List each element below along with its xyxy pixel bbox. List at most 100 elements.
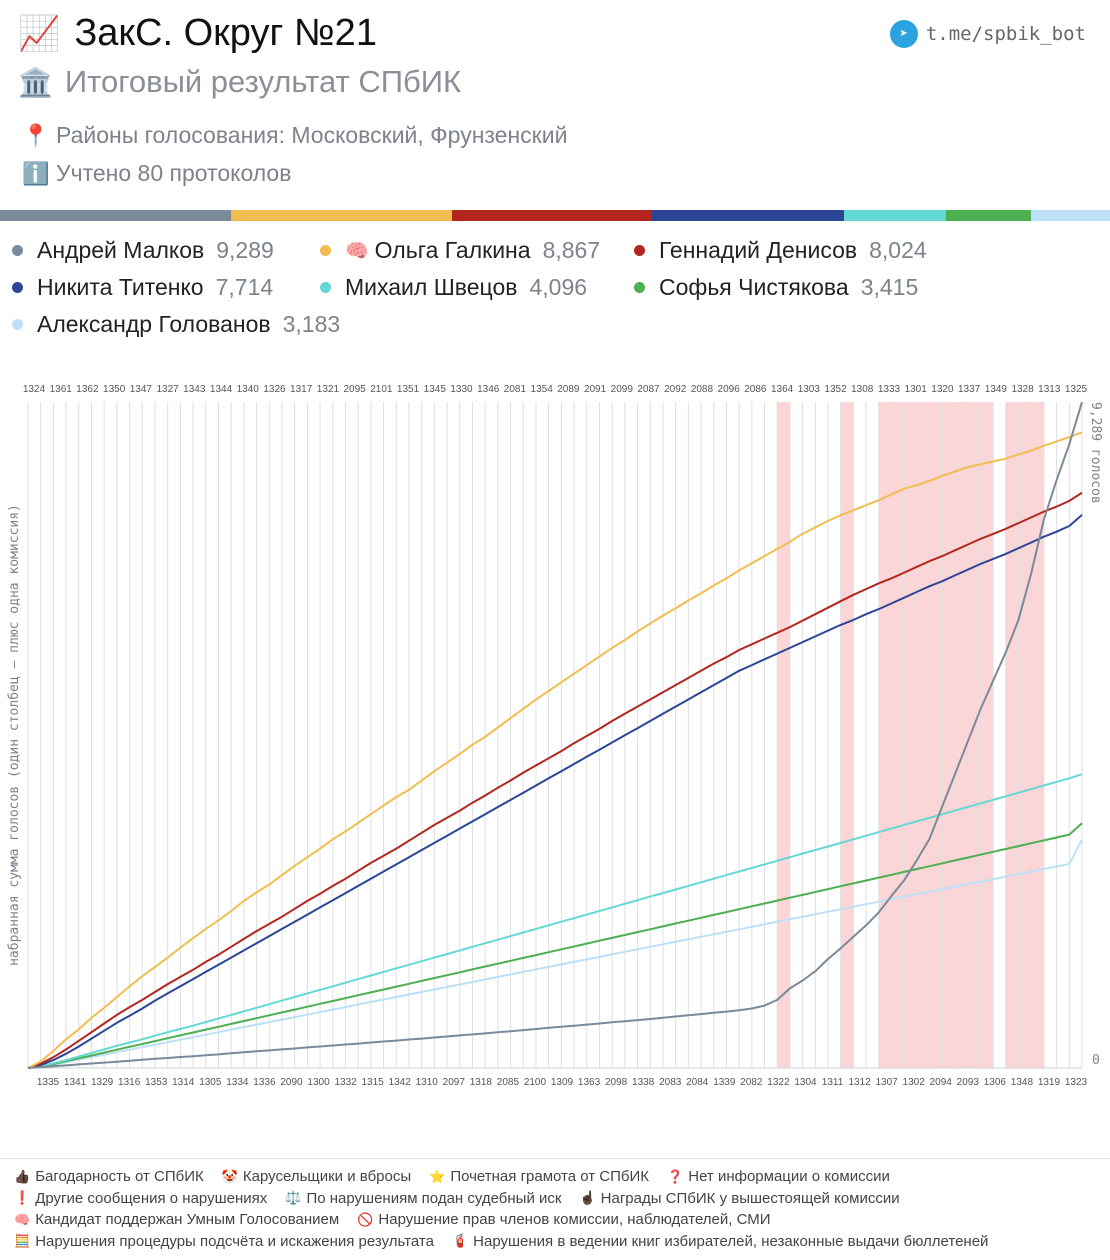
bottom-tick-label: 2097 (443, 1077, 466, 1088)
top-tick-label: 1301 (905, 384, 928, 395)
star-icon: ⭐ (429, 1168, 446, 1184)
legend-dot (12, 245, 23, 256)
series-line (27, 491, 1083, 1069)
telegram-link[interactable]: ➤ t.me/spbik_bot (889, 20, 1086, 48)
legend-votes: 8,867 (542, 237, 601, 263)
bottom-tick-label: 1323 (1065, 1077, 1088, 1088)
legend-dot (12, 282, 23, 293)
page-subtitle-text: Итоговый результат СПбИК (64, 64, 462, 99)
bottom-tick-label: 1305 (199, 1077, 222, 1088)
bottom-tick-label: 2082 (740, 1077, 763, 1088)
bottom-tick-label: 1332 (334, 1077, 357, 1088)
legend-row: Андрей Малков 9,289 🧠 Ольга Галкина 8,867 Ген… (12, 232, 1102, 269)
protocols-line: ℹ️ Учтено 80 протоколов (22, 160, 291, 187)
balance-scale-icon: ⚖️ (285, 1190, 302, 1206)
legend-item: Андрей Малков 9,289 (12, 237, 274, 264)
bottom-tick-label: 1338 (632, 1077, 655, 1088)
bottom-tick-label: 2083 (659, 1077, 682, 1088)
vote-share-segment (1030, 210, 1110, 221)
marker-legend-row: 🧮 Нарушения процедуры подсчёта и искажени… (14, 1231, 1104, 1253)
top-tick-label: 2089 (557, 384, 580, 395)
marker-legend-text: Другие сообщения о нарушениях (35, 1189, 268, 1207)
top-tick-label: 1350 (103, 384, 126, 395)
districts-text: Районы голосования: Московский, Фрунзенс… (56, 122, 568, 148)
marker-legend-text: Почетная грамота от СПбИК (450, 1168, 650, 1186)
vote-share-segment (651, 210, 844, 221)
marker-legend-row: ❗ Другие сообщения о нарушениях ⚖️ По наруш… (14, 1188, 1104, 1210)
highlighted-column (1018, 402, 1032, 1068)
highlighted-column (916, 402, 930, 1068)
legend-name: Софья Чистякова (659, 274, 849, 300)
page-title: 📈 ЗакС. Округ №21 (18, 12, 377, 55)
legend-dot (12, 319, 23, 330)
bottom-tick-label: 1316 (118, 1077, 141, 1088)
top-tick-label: 1345 (424, 384, 447, 395)
bottom-tick-label: 1304 (794, 1077, 817, 1088)
legend-name: Никита Титенко (37, 274, 204, 300)
top-tick-label: 2087 (637, 384, 660, 395)
bottom-tick-label: 1315 (362, 1077, 385, 1088)
legend-name: Александр Голованов (37, 311, 271, 337)
marker-legend-item: 🧮 Нарушения процедуры подсчёта и искажени… (14, 1233, 434, 1250)
legend-item: Михаил Швецов 4,096 (320, 274, 587, 301)
legend-votes: 8,024 (869, 237, 927, 263)
bottom-tick-label: 2085 (497, 1077, 520, 1088)
marker-legend-text: Нарушения процедуры подсчёта и искажения… (35, 1232, 434, 1250)
legend-votes: 9,289 (216, 237, 274, 263)
bottom-tick-label: 1348 (1011, 1077, 1034, 1088)
top-tick-label: 2081 (504, 384, 527, 395)
top-tick-label: 1324 (23, 384, 46, 395)
top-tick-label: 1326 (263, 384, 286, 395)
top-tick-label: 1337 (958, 384, 981, 395)
abacus-icon: 🧮 (14, 1233, 31, 1249)
top-tick-label: 2096 (718, 384, 741, 395)
telegram-link-text: t.me/spbik_bot (925, 23, 1086, 45)
series-line (27, 401, 1083, 1069)
highlighted-column (955, 402, 968, 1068)
bottom-tick-label: 1318 (470, 1077, 493, 1088)
bottom-tick-label: 1306 (984, 1077, 1007, 1088)
marker-legend-text: Карусельщики и вбросы (242, 1168, 412, 1186)
highlighted-column (840, 402, 854, 1068)
bottom-tick-label: 1312 (848, 1077, 871, 1088)
top-tick-label: 2086 (744, 384, 767, 395)
highlighted-column (929, 402, 943, 1068)
top-tick-label: 2091 (584, 384, 607, 395)
bottom-tick-label: 1342 (389, 1077, 412, 1088)
y-min-label: 0 (1092, 1053, 1100, 1068)
marker-legend-text: По нарушениям подан судебный иск (306, 1189, 562, 1207)
bottom-tick-label: 1353 (145, 1077, 168, 1088)
exclamation-mark-icon: ❗ (14, 1190, 31, 1206)
legend-row: Никита Титенко 7,714 Михаил Швецов 4,096 Соф… (12, 269, 1102, 306)
vote-share-segment (451, 210, 652, 221)
legend-votes: 4,096 (529, 274, 588, 300)
highlighted-column (777, 402, 790, 1068)
highlighted-column (891, 402, 905, 1068)
information-icon: ℹ️ (22, 160, 50, 186)
marker-legend-text: Нарушение прав членов комиссии, наблюдат… (378, 1211, 771, 1229)
legend-votes: 3,183 (282, 311, 341, 337)
highlighted-column (980, 402, 994, 1068)
page-title-text: ЗакС. Округ №21 (74, 12, 377, 54)
bottom-tick-label: 1314 (172, 1077, 195, 1088)
marker-legend-item: ❗ Другие сообщения о нарушениях (14, 1190, 267, 1207)
legend-item: Геннадий Денисов 8,024 (634, 237, 927, 264)
top-tick-label: 1361 (50, 384, 73, 395)
bottom-tick-label: 2093 (957, 1077, 980, 1088)
question-mark-icon: ❓ (667, 1168, 684, 1184)
highlighted-column (1005, 402, 1019, 1068)
marker-legend-text: Награды СПбИК у вышестоящей комиссии (600, 1189, 900, 1207)
series-line (27, 773, 1083, 1069)
top-tick-label: 2099 (611, 384, 634, 395)
bottom-tick-label: 1335 (37, 1077, 60, 1088)
bottom-tick-label: 1339 (713, 1077, 736, 1088)
marker-legend-row: 👍🏿 Багодарность от СПбИК 🤡 Карусельщики и в… (14, 1166, 1104, 1188)
marker-legend-text: Нарушения в ведении книг избирателей, не… (473, 1232, 989, 1250)
series-line (27, 514, 1083, 1069)
marker-legend-item: 🧠 Кандидат поддержан Умным Голосованием (14, 1211, 339, 1228)
top-tick-label: 1303 (798, 384, 821, 395)
bottom-tick-label: 1311 (822, 1077, 844, 1088)
legend-item: Софья Чистякова 3,415 (634, 274, 918, 301)
legend-votes: 7,714 (215, 274, 274, 300)
bottom-tick-label: 1300 (307, 1077, 330, 1088)
